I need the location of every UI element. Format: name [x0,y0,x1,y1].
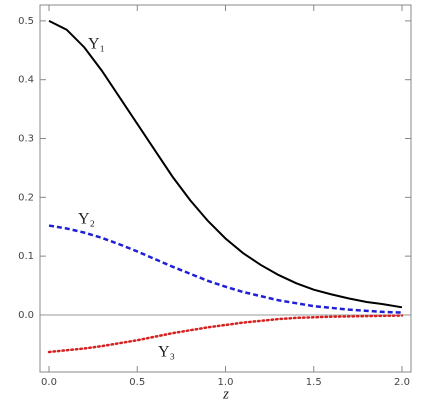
x-tick-label: 2.0 [394,377,410,388]
series-label: Υ₁ [88,36,105,53]
y-tick-label: 0.2 [18,192,34,203]
series-line [47,314,404,354]
y-tick-label: 0.3 [18,134,34,145]
y-tick-label: 0.4 [18,75,34,86]
x-tick-label: 0.5 [129,377,145,388]
plot-frame [39,4,412,373]
y-tick-label: 0.5 [18,16,34,27]
series-line [48,19,403,309]
x-axis-label: z [222,386,229,402]
x-tick-label: 1.0 [218,377,234,388]
y-tick-label: 0.0 [18,310,34,321]
x-tick-label: 0.0 [41,377,57,388]
x-tick-label: 1.5 [306,377,322,388]
series-label: Υ₂ [78,211,95,228]
series-line [48,224,403,314]
y-tick-label: 0.1 [18,251,34,262]
series-label: Υ₃ [158,344,175,361]
